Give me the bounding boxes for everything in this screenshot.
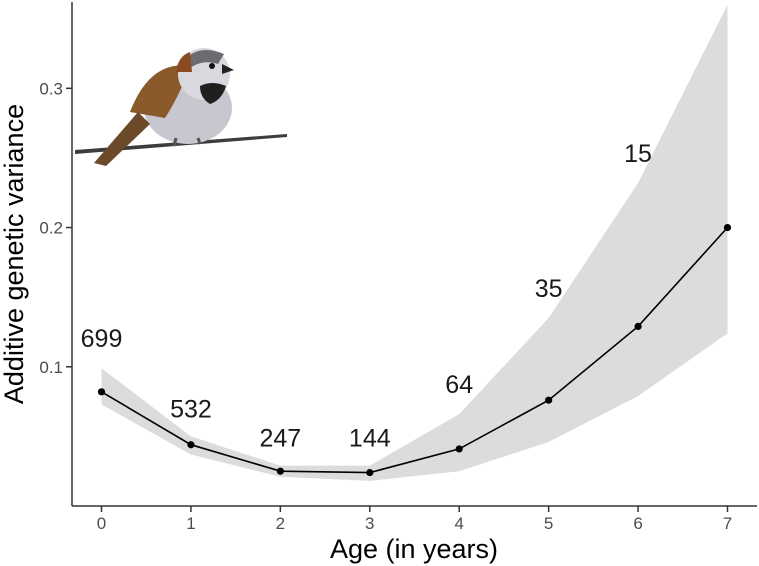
data-point (97, 388, 106, 396)
sample-size-label: 15 (624, 140, 652, 168)
branch (75, 134, 287, 154)
data-point (366, 468, 374, 477)
sample-size-label: 144 (349, 425, 391, 453)
confidence-ribbon (101, 4, 728, 481)
sparrow-bib (200, 83, 226, 104)
sample-size-label: 532 (170, 395, 212, 423)
sparrow-tail (94, 112, 150, 166)
sparrow-illustration (75, 48, 287, 166)
y-tick-label: 0.2 (39, 219, 63, 238)
x-tick-label: 2 (276, 514, 285, 533)
x-tick-label: 7 (723, 514, 732, 533)
x-tick-label: 3 (365, 514, 374, 533)
sample-size-label: 699 (81, 325, 123, 353)
sparrow-beak (222, 64, 234, 74)
data-point (276, 467, 284, 475)
data-point (545, 396, 553, 404)
sparrow-nape (176, 52, 192, 72)
y-tick-label: 0.3 (39, 79, 63, 98)
x-tick-label: 1 (186, 514, 195, 533)
data-point (455, 445, 463, 453)
data-point (723, 223, 732, 232)
sample-size-label: 247 (260, 425, 302, 453)
x-tick-label: 5 (544, 514, 553, 533)
sparrow-leg-1 (172, 137, 178, 147)
x-tick-label: 4 (454, 514, 463, 533)
sparrow-eye (209, 63, 215, 69)
series-line (101, 226, 729, 474)
sample-size-label: 64 (445, 371, 473, 399)
x-axis-title: Age (in years) (330, 534, 498, 564)
x-tick-label: 0 (97, 514, 106, 533)
x-tick-label: 6 (633, 514, 642, 533)
sparrow-wing (130, 65, 190, 118)
data-point (187, 441, 195, 449)
sparrow-leg-2 (196, 137, 202, 145)
y-tick-label: 0.1 (39, 358, 63, 377)
data-point (634, 322, 642, 330)
sample-size-label: 35 (535, 275, 563, 303)
y-axis-title: Additive genetic variance (0, 104, 29, 404)
